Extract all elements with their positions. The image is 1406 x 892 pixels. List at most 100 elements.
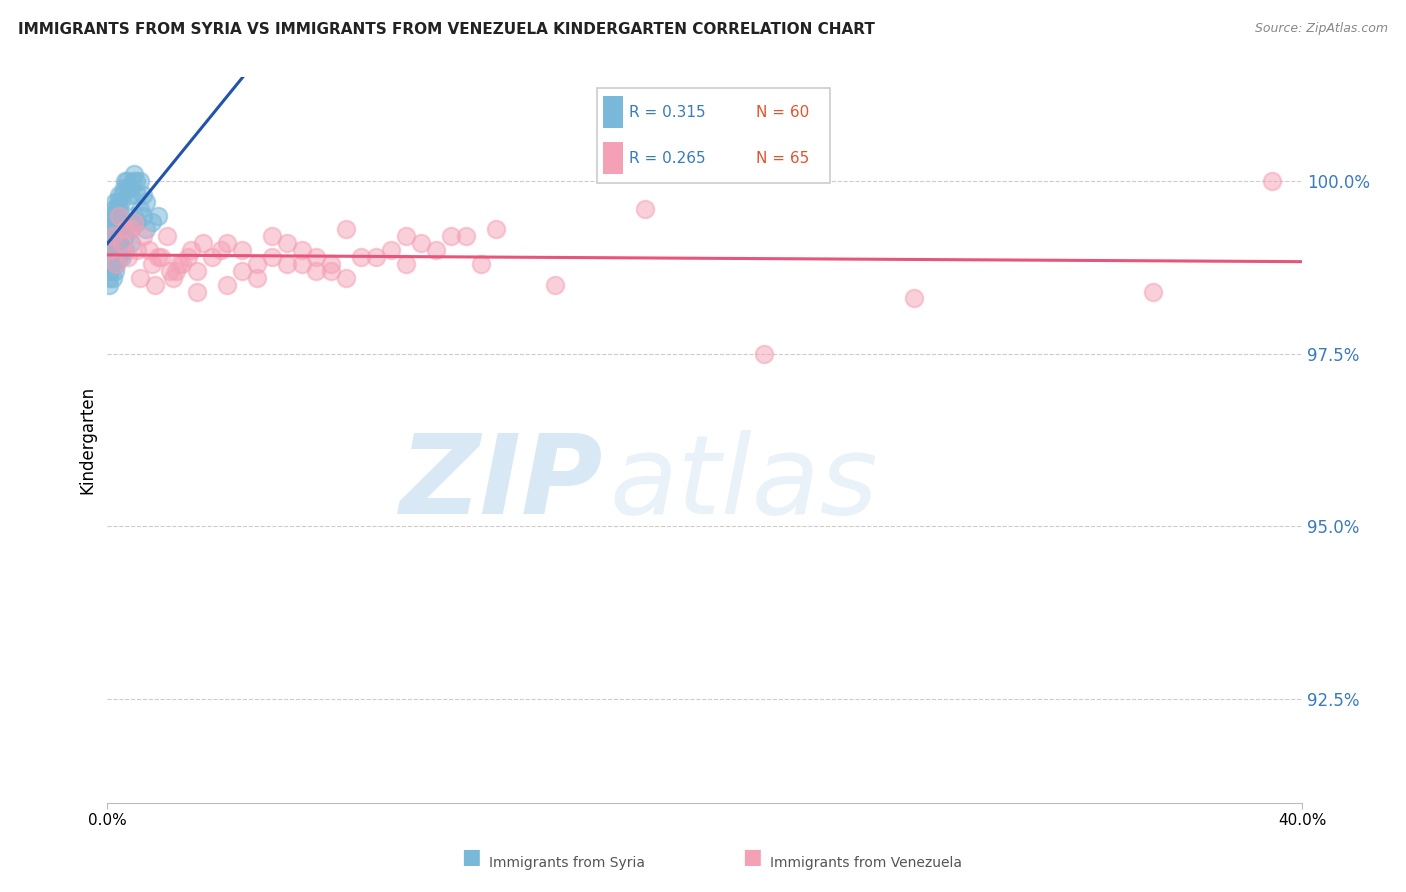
Point: [156, 229, 179, 244]
Point: [117, 181, 139, 195]
Point: [186, 285, 208, 299]
Point: [129, 270, 152, 285]
Point: [97, 257, 120, 271]
Point: [125, 174, 148, 188]
Point: [120, 222, 142, 236]
Point: [100, 215, 122, 229]
Point: [395, 257, 418, 271]
Point: [98, 229, 121, 244]
Point: [114, 222, 136, 236]
Point: [903, 292, 925, 306]
Point: [127, 215, 149, 229]
Point: [335, 270, 357, 285]
Point: [201, 250, 224, 264]
Point: [98, 243, 121, 257]
Text: atlas: atlas: [609, 430, 877, 537]
Point: [143, 277, 166, 292]
Point: [177, 250, 200, 264]
Point: [335, 222, 357, 236]
Text: Immigrants from Syria: Immigrants from Syria: [489, 855, 645, 870]
Point: [470, 257, 492, 271]
Point: [544, 277, 567, 292]
Point: [105, 257, 128, 271]
Text: IMMIGRANTS FROM SYRIA VS IMMIGRANTS FROM VENEZUELA KINDERGARTEN CORRELATION CHAR: IMMIGRANTS FROM SYRIA VS IMMIGRANTS FROM…: [18, 22, 875, 37]
Point: [162, 270, 184, 285]
Point: [108, 250, 131, 264]
Point: [107, 202, 129, 216]
Point: [97, 270, 120, 285]
Point: [215, 236, 238, 251]
Point: [167, 257, 190, 271]
Point: [98, 250, 121, 264]
Point: [138, 243, 160, 257]
Point: [101, 222, 124, 236]
Point: [105, 222, 128, 236]
Point: [146, 209, 169, 223]
Point: [634, 202, 657, 216]
Point: [366, 250, 388, 264]
Point: [260, 229, 283, 244]
Point: [114, 229, 136, 244]
Point: [246, 270, 269, 285]
Point: [118, 187, 141, 202]
Point: [321, 264, 343, 278]
Point: [231, 243, 253, 257]
Text: Immigrants from Venezuela: Immigrants from Venezuela: [770, 855, 963, 870]
Point: [103, 229, 125, 244]
Point: [120, 236, 142, 251]
Point: [127, 187, 149, 202]
Y-axis label: Kindergarten: Kindergarten: [79, 386, 96, 494]
Point: [98, 264, 121, 278]
Point: [305, 250, 328, 264]
Point: [305, 264, 328, 278]
Point: [350, 250, 373, 264]
Point: [105, 257, 128, 271]
Point: [276, 236, 298, 251]
Point: [485, 222, 508, 236]
Point: [103, 209, 125, 223]
Point: [104, 194, 127, 209]
Point: [122, 209, 145, 223]
Point: [215, 277, 238, 292]
Point: [120, 181, 142, 195]
Point: [170, 257, 193, 271]
Text: ■: ■: [742, 847, 762, 867]
Point: [1142, 285, 1164, 299]
Point: [104, 264, 127, 278]
Point: [98, 243, 121, 257]
Point: [103, 229, 125, 244]
Point: [186, 264, 208, 278]
Point: [395, 229, 418, 244]
Point: [122, 215, 145, 229]
Point: [425, 243, 447, 257]
Point: [129, 174, 152, 188]
Point: [454, 229, 477, 244]
Point: [180, 243, 202, 257]
Point: [122, 167, 145, 181]
Point: [98, 243, 121, 257]
Point: [111, 187, 134, 202]
Point: [380, 243, 402, 257]
Text: ■: ■: [461, 847, 481, 867]
Point: [103, 202, 125, 216]
Point: [150, 250, 173, 264]
Point: [1261, 174, 1284, 188]
Point: [132, 209, 155, 223]
Point: [409, 236, 432, 251]
Point: [290, 257, 312, 271]
Point: [754, 346, 776, 360]
Point: [114, 243, 136, 257]
Point: [135, 222, 157, 236]
Point: [246, 257, 269, 271]
Point: [135, 194, 157, 209]
Point: [107, 229, 129, 244]
Point: [117, 250, 139, 264]
Point: [117, 215, 139, 229]
Point: [209, 243, 232, 257]
Point: [120, 222, 142, 236]
Point: [290, 243, 312, 257]
Point: [231, 264, 253, 278]
Point: [111, 250, 134, 264]
Point: [105, 209, 128, 223]
Point: [111, 222, 134, 236]
